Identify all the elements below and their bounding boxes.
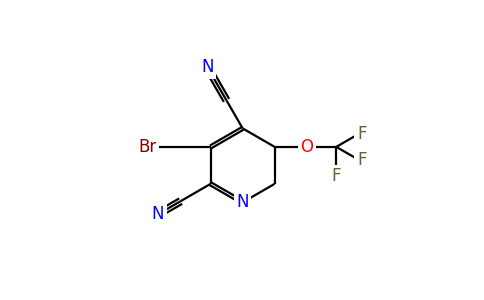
Text: N: N [151, 205, 164, 223]
Text: F: F [332, 167, 341, 185]
Text: N: N [201, 58, 213, 76]
Text: F: F [357, 125, 366, 143]
Text: N: N [236, 193, 249, 211]
Text: O: O [301, 138, 314, 156]
Text: Br: Br [138, 138, 157, 156]
Text: F: F [357, 151, 366, 169]
